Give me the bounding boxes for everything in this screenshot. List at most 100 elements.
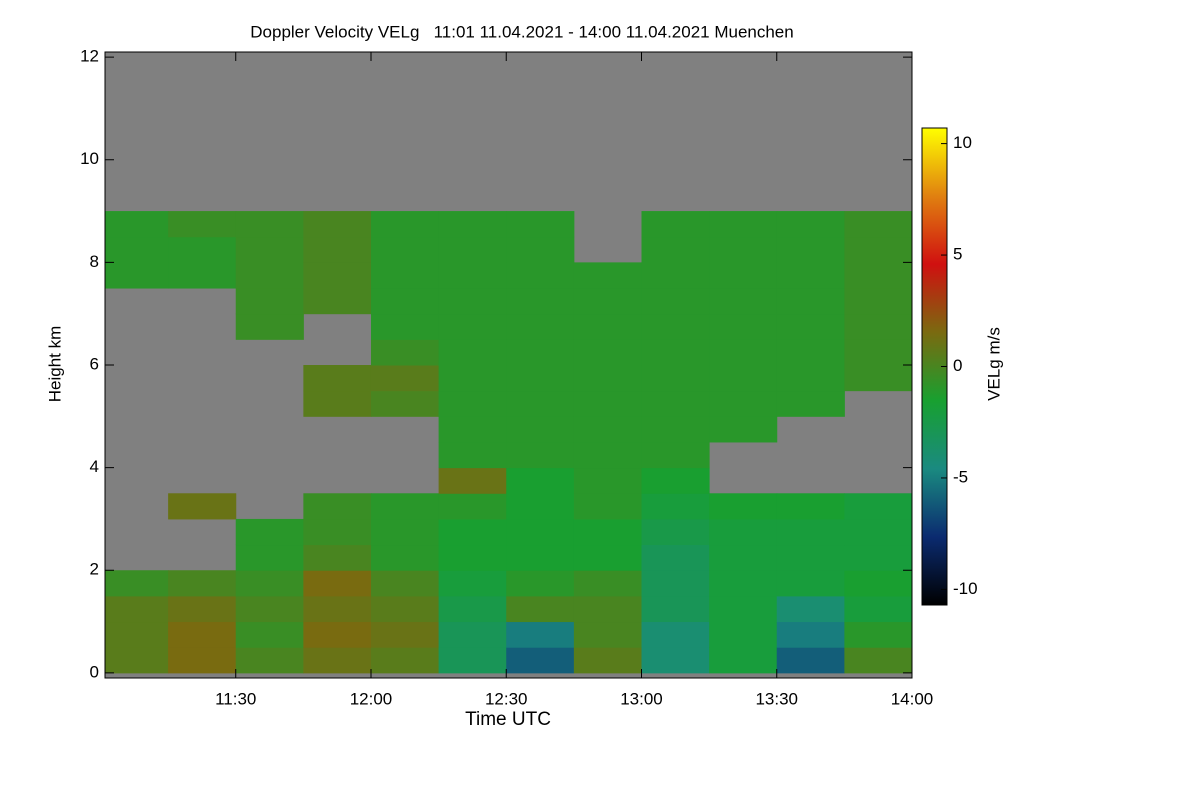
heatmap-cell — [235, 313, 304, 340]
heatmap-cell — [303, 365, 372, 392]
heatmap-cell — [776, 544, 845, 571]
heatmap-cell — [573, 518, 642, 546]
heatmap-cell — [303, 570, 372, 597]
heatmap-cell — [776, 262, 845, 289]
heatmap-cells — [105, 211, 912, 674]
x-tick-label: 13:00 — [620, 689, 663, 708]
heatmap-cell — [168, 262, 237, 289]
heatmap-cell — [303, 288, 372, 315]
heatmap-cell — [370, 595, 440, 623]
heatmap-cell — [438, 288, 507, 315]
heatmap-cell — [844, 288, 912, 315]
heatmap-cell — [641, 441, 710, 469]
heatmap-cell — [506, 313, 575, 340]
heatmap-cell — [506, 570, 575, 597]
heatmap-cell — [506, 621, 575, 648]
heatmap-cell — [506, 441, 575, 469]
heatmap-cell — [573, 544, 642, 571]
heatmap-cell — [641, 493, 710, 520]
heatmap-cell — [709, 595, 778, 623]
heatmap-cell — [776, 647, 845, 674]
heatmap-cell — [573, 365, 642, 392]
heatmap-cell — [573, 493, 642, 520]
heatmap-cell — [844, 365, 912, 392]
heatmap-cell — [303, 518, 372, 546]
heatmap-cell — [506, 211, 575, 238]
heatmap-cell — [709, 339, 778, 366]
heatmap-cell — [105, 262, 169, 289]
heatmap-cell — [303, 647, 372, 674]
heatmap-cell — [235, 544, 304, 571]
heatmap-cell — [235, 236, 304, 263]
heatmap-cell — [641, 416, 710, 443]
heatmap-cell — [573, 313, 642, 340]
heatmap-cell — [844, 262, 912, 289]
chart-title: Doppler Velocity VELg 11:01 11.04.2021 -… — [250, 22, 793, 41]
heatmap-cell — [709, 416, 778, 443]
heatmap-cell — [235, 595, 304, 623]
heatmap-cell — [303, 493, 372, 520]
heatmap-cell — [709, 236, 778, 263]
heatmap-cell — [506, 544, 575, 571]
heatmap-cell — [506, 595, 575, 623]
heatmap-cell — [776, 339, 845, 366]
y-tick-label: 4 — [90, 457, 99, 476]
y-tick-label: 0 — [90, 662, 99, 681]
heatmap-cell — [641, 211, 710, 238]
x-tick-label: 12:30 — [485, 689, 528, 708]
heatmap-cell — [438, 647, 507, 674]
heatmap-cell — [641, 647, 710, 674]
y-axis-label: Height km — [45, 326, 64, 403]
heatmap-cell — [438, 518, 507, 546]
heatmap-cell — [641, 621, 710, 648]
y-tick-label: 12 — [80, 47, 99, 66]
colorbar-tick-label: 5 — [953, 245, 962, 264]
colorbar-label: VELg m/s — [984, 327, 1003, 401]
heatmap-cell — [168, 595, 237, 623]
heatmap-cell — [235, 288, 304, 315]
heatmap-cell — [506, 339, 575, 366]
heatmap-cell — [776, 211, 845, 238]
heatmap-cell — [506, 365, 575, 392]
heatmap-cell — [370, 544, 440, 571]
x-tick-label: 14:00 — [891, 689, 934, 708]
y-tick-label: 6 — [90, 354, 99, 373]
heatmap-cell — [573, 416, 642, 443]
heatmap-cell — [168, 493, 237, 520]
axes: 0 2 4 6 8 10 12 11:30 12:00 12:30 13:00 13:30 14:00 -… — [80, 47, 978, 709]
heatmap-cell — [303, 544, 372, 571]
heatmap-cell — [303, 390, 372, 417]
heatmap-cell — [776, 288, 845, 315]
heatmap-cell — [506, 236, 575, 263]
heatmap-cell — [573, 647, 642, 674]
heatmap-cell — [506, 493, 575, 520]
heatmap-cell — [438, 467, 507, 494]
heatmap-cell — [641, 236, 710, 263]
heatmap-cell — [105, 570, 169, 597]
heatmap-cell — [709, 647, 778, 674]
heatmap-cell — [844, 313, 912, 340]
heatmap-cell — [370, 236, 440, 263]
x-tick-label: 12:00 — [350, 689, 393, 708]
x-tick-label: 11:30 — [215, 689, 256, 708]
heatmap-cell — [370, 262, 440, 289]
heatmap-cell — [438, 390, 507, 417]
heatmap-cell — [709, 621, 778, 648]
heatmap-cell — [573, 441, 642, 469]
y-tick-label: 10 — [80, 149, 99, 168]
heatmap-cell — [105, 236, 169, 263]
heatmap-cell — [303, 621, 372, 648]
heatmap-cell — [438, 211, 507, 238]
heatmap-cell — [370, 390, 440, 417]
heatmap-cell — [709, 390, 778, 417]
heatmap-cell — [168, 570, 237, 597]
heatmap-cell — [776, 365, 845, 392]
heatmap-cell — [105, 595, 169, 623]
heatmap-cell — [235, 647, 304, 674]
heatmap-cell — [573, 570, 642, 597]
heatmap-cell — [235, 518, 304, 546]
x-axis-label: Time UTC — [465, 709, 551, 730]
heatmap-cell — [370, 313, 440, 340]
heatmap-cell — [844, 339, 912, 366]
